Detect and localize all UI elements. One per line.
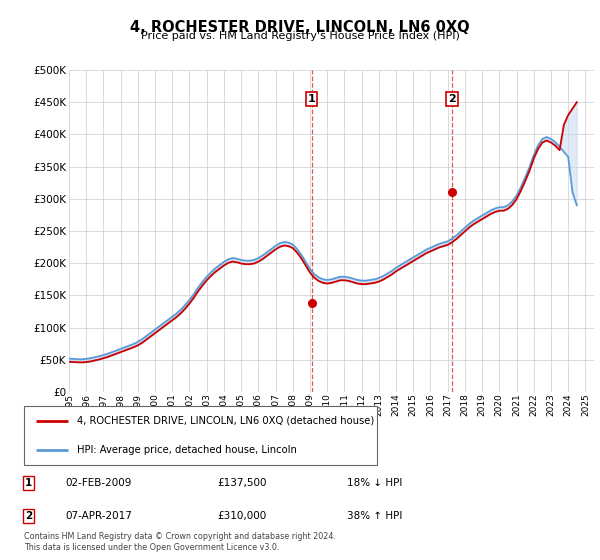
- Text: 18% ↓ HPI: 18% ↓ HPI: [347, 478, 403, 488]
- Text: 02-FEB-2009: 02-FEB-2009: [65, 478, 131, 488]
- Text: 4, ROCHESTER DRIVE, LINCOLN, LN6 0XQ (detached house): 4, ROCHESTER DRIVE, LINCOLN, LN6 0XQ (de…: [77, 416, 374, 426]
- Text: £310,000: £310,000: [218, 511, 267, 521]
- Text: 1: 1: [25, 478, 32, 488]
- Text: 38% ↑ HPI: 38% ↑ HPI: [347, 511, 403, 521]
- Text: 07-APR-2017: 07-APR-2017: [65, 511, 132, 521]
- Text: 2: 2: [448, 94, 456, 104]
- Text: Price paid vs. HM Land Registry's House Price Index (HPI): Price paid vs. HM Land Registry's House …: [140, 31, 460, 41]
- Text: 1: 1: [308, 94, 316, 104]
- Text: HPI: Average price, detached house, Lincoln: HPI: Average price, detached house, Linc…: [77, 445, 296, 455]
- Text: 4, ROCHESTER DRIVE, LINCOLN, LN6 0XQ: 4, ROCHESTER DRIVE, LINCOLN, LN6 0XQ: [130, 20, 470, 35]
- Text: £137,500: £137,500: [218, 478, 267, 488]
- FancyBboxPatch shape: [24, 406, 377, 465]
- Text: Contains HM Land Registry data © Crown copyright and database right 2024.
This d: Contains HM Land Registry data © Crown c…: [24, 533, 335, 552]
- Text: 2: 2: [25, 511, 32, 521]
